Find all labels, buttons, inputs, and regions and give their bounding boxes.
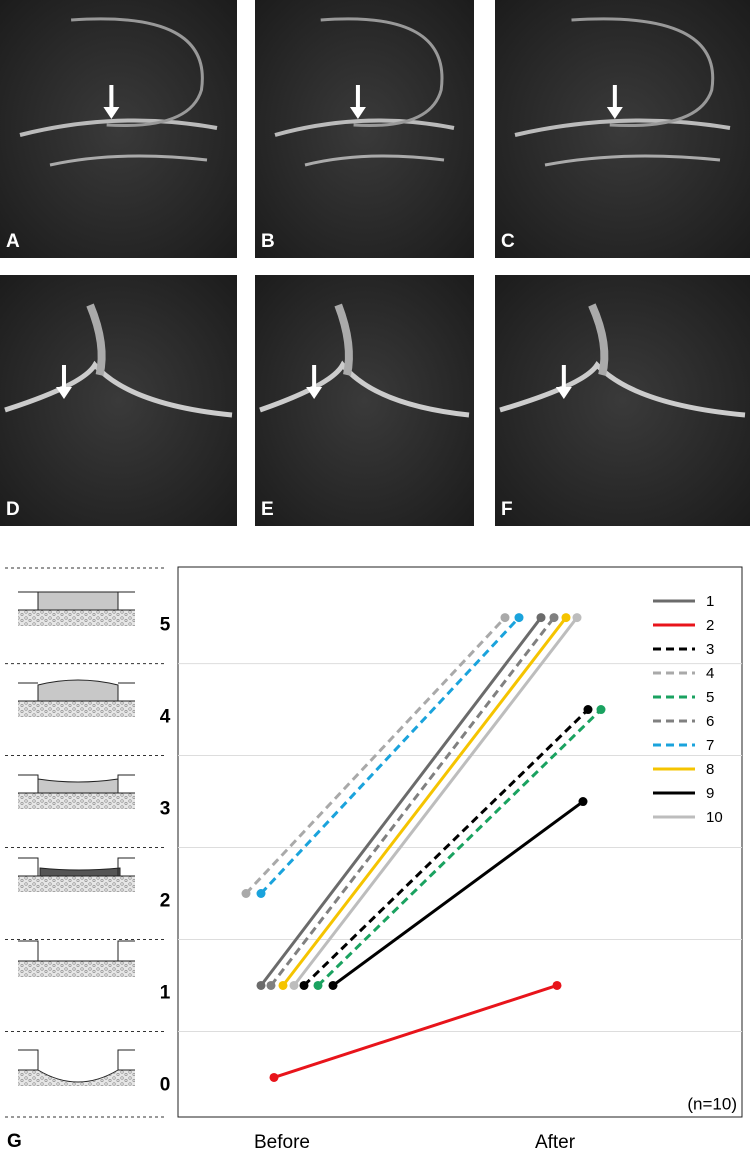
mri-panel: B [255,0,474,258]
anatomy [304,154,445,167]
data-point [256,889,266,899]
data-point [266,980,276,990]
data-point [536,613,546,623]
arrow [306,365,323,399]
panel-label: E [261,499,274,520]
mri-panel: E [255,275,474,526]
schematic-0 [18,1049,135,1086]
legend-label: 1 [706,593,714,610]
data-point [549,613,559,623]
panel-label: A [6,231,20,252]
anatomy [259,360,470,418]
panel-label: C [501,231,515,252]
anatomy [49,154,208,167]
anatomy [19,118,218,137]
panel-label: F [501,499,513,520]
arrow [555,365,572,399]
y-tick-label: 5 [160,615,171,636]
anatomy [544,154,721,167]
mri-image [0,0,237,258]
y-tick-label: 4 [160,707,171,728]
arrow [349,85,366,119]
data-point [552,980,562,990]
legend-label: 9 [706,785,714,802]
data-point [241,889,251,899]
schematic-5 [18,591,135,626]
anatomy [571,17,715,128]
series-line [302,708,590,987]
panel-label: G [7,1131,22,1152]
y-tick-label: 0 [160,1074,171,1095]
y-tick-label: 2 [160,891,171,912]
series-line [332,800,584,987]
anatomy [334,303,353,376]
mri-image [495,0,750,258]
schematics [18,591,135,1086]
mri-image [255,0,474,258]
anatomy [4,360,233,418]
mri-panel: A [0,0,237,258]
series-line [259,616,521,895]
data-point [328,980,338,990]
schematic-3 [18,774,135,809]
anatomy [514,118,731,137]
series-line [244,616,507,895]
series-line [316,708,603,987]
data-point [256,980,266,990]
panel-label: B [261,231,275,252]
anatomy [70,17,204,128]
data-point [299,980,309,990]
schematic-4 [18,679,135,717]
legend-label: 8 [706,761,714,778]
mri-panel: D [0,275,237,526]
data-point [578,797,588,807]
data-point [289,980,299,990]
x-tick-label: Before [254,1132,310,1153]
data-point [500,613,510,623]
mri-panels: A B C D E F [0,0,750,526]
data-point [278,980,288,990]
data-point [269,1072,279,1082]
anatomy [86,303,106,376]
panel-label: D [6,499,20,520]
anatomy [499,360,746,418]
data-point [561,613,571,623]
series-line [292,616,579,987]
data-point [514,613,524,623]
plot-frame [177,566,743,1118]
data-point [313,980,323,990]
arrow [103,85,120,119]
data-point [596,705,606,715]
data-point [572,613,582,623]
series-line [259,616,543,987]
arrow [55,365,72,399]
x-tick-label: After [535,1132,576,1153]
legend-label: 2 [706,617,714,634]
series-line [281,616,568,987]
legend-label: 6 [706,713,714,730]
schematic-1 [18,940,135,977]
anatomy [588,303,609,376]
series-line [269,616,556,987]
anatomy [274,118,455,137]
legend-label: 4 [706,665,714,682]
arrow [606,85,623,119]
legend-label: 7 [706,737,714,754]
anatomy [320,17,444,128]
legend-label: 5 [706,689,714,706]
y-tick-label: 3 [160,799,171,820]
annotation: (n=10) [687,1094,737,1113]
y-tick-label: 1 [160,982,171,1003]
series-line [273,984,558,1079]
legend-label: 10 [706,809,723,826]
mri-panel: C [495,0,750,258]
legend-label: 3 [706,641,714,658]
mri-panel: F [495,275,750,526]
schematic-2 [18,857,135,892]
data-point [583,705,593,715]
